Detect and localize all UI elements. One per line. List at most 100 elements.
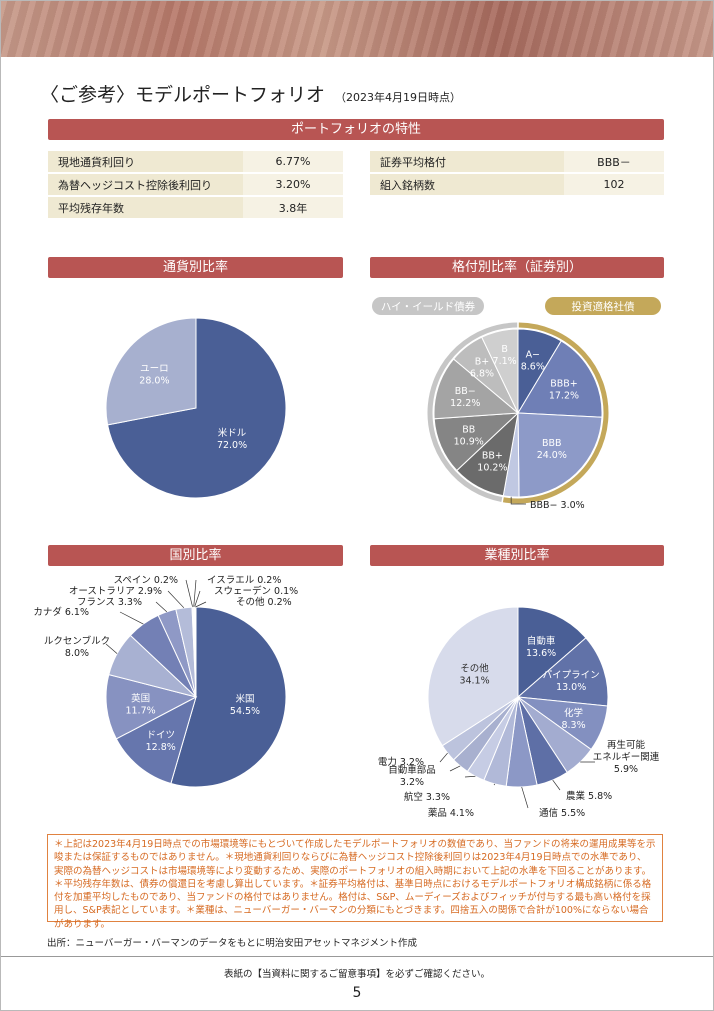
pie-leader-line [193, 579, 197, 608]
pie-leader-line [449, 765, 461, 772]
pie-slice [170, 606, 287, 788]
pie-leader-line [552, 779, 561, 791]
pie-leader-line [194, 590, 201, 608]
characteristics-table-left: 現地通貨利回り 6.77% 為替ヘッジコスト控除後利回り 3.20% 平均残存年数 3… [48, 149, 343, 220]
tag-investment-grade-label: 投資適格社債 [572, 300, 635, 313]
pie-slice [115, 696, 197, 785]
pie-slice [517, 340, 603, 418]
pie-label-category: ドイツ [146, 730, 175, 741]
pie-label: 通信 5.5% [539, 807, 585, 819]
disclaimer-note: ＊上記は2023年4月19日時点での市場環境等にもとづいて作成したモデルポートフ… [47, 834, 663, 930]
pie-label-value: 12.2% [450, 398, 480, 409]
tag-high-yield-label: ハイ・イールド債券 [381, 300, 476, 313]
table-row: 組入銘柄数 102 [370, 174, 664, 195]
pie-leader-line [167, 590, 185, 609]
table-row: 平均残存年数 3.8年 [48, 197, 343, 218]
table-row: 現地通貨利回り 6.77% [48, 151, 343, 172]
pie-slice [433, 358, 520, 420]
pie-leader-line [105, 643, 118, 654]
section-bar-country: 国別比率 [48, 545, 343, 566]
pie-label-category: 再生可能 [607, 739, 646, 751]
page-title-date: （2023年4月19日時点） [335, 91, 462, 104]
pie-label-category: BB [462, 425, 475, 436]
pie-label-value: 10.2% [477, 462, 507, 473]
pie-label-category: 自動車 [527, 635, 556, 647]
pie-leader-line [493, 783, 496, 786]
pie-label-value: 7.1% [493, 356, 517, 367]
pie-leader-line [464, 775, 476, 778]
pie-slice [105, 317, 197, 426]
pie-slice [517, 606, 587, 699]
metric-label: 為替ヘッジコスト控除後利回り [48, 174, 243, 195]
pie-leader-line [510, 496, 526, 505]
page-title: 〈ご参考〉モデルポートフォリオ （2023年4月19日時点） [40, 80, 461, 107]
pie-label-category: 自動車部品 [388, 764, 436, 776]
pie-slice [517, 412, 603, 498]
pie-label-category: 化学 [564, 707, 583, 719]
pie-slice [427, 606, 519, 747]
pie-label-category: 米ドル [218, 427, 247, 439]
section-bar-rating: 格付別比率（証券別） [370, 257, 664, 278]
pie-label-category: エネルギー関連 [593, 751, 660, 763]
pie-label-value: 11.7% [125, 705, 155, 716]
pie-slice [481, 328, 519, 414]
pie-label-category: 米国 [235, 693, 254, 705]
pie-slice [105, 674, 198, 740]
pie-label-category: BB− [455, 386, 476, 397]
pie-label-value: 72.0% [217, 440, 247, 451]
pie-label-category: A− [526, 350, 540, 361]
metric-label: 現地通貨利回り [48, 151, 243, 172]
pie-label-value: 54.5% [230, 706, 260, 717]
pie-leader-line [439, 752, 448, 763]
pie-label-value: 13.6% [526, 648, 556, 659]
metric-label: 平均残存年数 [48, 197, 243, 218]
pie-label: 農業 5.8% [566, 790, 612, 802]
pie-label: 航空 3.3% [404, 791, 450, 803]
pie-label-value: 6.8% [470, 369, 494, 380]
page-number: 5 [352, 985, 362, 1001]
pie-label: BBB− 3.0% [530, 500, 585, 511]
pie-label-value: 10.9% [454, 437, 484, 448]
pie-label: イスラエル 0.2% [207, 575, 281, 586]
pie-label: 電力 3.2% [378, 756, 424, 768]
tag-investment-grade [545, 297, 661, 315]
pie-leader-line [155, 601, 168, 613]
pie-leader-line [521, 786, 529, 809]
pie-label: フランス 3.3% [77, 597, 142, 608]
rating-ring-investment-grade [502, 322, 609, 504]
pie-label-value: 34.1% [459, 675, 489, 686]
table-row: 為替ヘッジコスト控除後利回り 3.20% [48, 174, 343, 195]
section-bar-industry: 業種別比率 [370, 545, 664, 566]
metric-value: 3.20% [243, 174, 343, 195]
pie-label: スペイン 0.2% [114, 575, 179, 586]
metric-value: 6.77% [243, 151, 343, 172]
pie-label-value: 8.3% [561, 720, 585, 731]
pie-label-category: B+ [475, 357, 489, 368]
source-credit: 出所：ニューバーガー・バーマンのデータをもとに明治安田アセットマネジメント作成 [47, 938, 418, 949]
footer-notice: 表紙の【当資料に関するご留意事項】を必ずご確認ください。 [223, 969, 490, 980]
metric-value: BBB－ [564, 151, 664, 172]
pie-label-value: 12.8% [146, 742, 176, 753]
rating-ring-high-yield [427, 322, 518, 502]
pie-label: 薬品 4.1% [428, 807, 474, 819]
pie-slice [516, 637, 609, 707]
pie-leader-line [185, 579, 193, 608]
pie-label: その他 0.2% [236, 596, 292, 608]
section-bar-characteristics: ポートフォリオの特性 [48, 119, 664, 140]
pie-label: オーストラリア 2.9% [69, 586, 162, 597]
pie-label-value: 8.0% [65, 648, 89, 659]
pie-slice [107, 317, 287, 499]
page-title-text: 〈ご参考〉モデルポートフォリオ [40, 84, 326, 106]
tag-high-yield [372, 297, 484, 315]
pie-label-value: 28.0% [139, 376, 169, 387]
pie-label-category: 英国 [131, 692, 150, 704]
pie-label-category: BB+ [482, 450, 503, 461]
pie-label-category: ルクセンブルク [44, 635, 110, 647]
pie-label-value: 5.9% [614, 764, 638, 775]
section-bar-currency: 通貨別比率 [48, 257, 343, 278]
pie-label: カナダ 6.1% [33, 606, 89, 618]
characteristics-table-right: 証券平均格付 BBB－ 組入銘柄数 102 [370, 149, 664, 197]
pie-label-category: BBB+ [550, 378, 578, 389]
pie-leader-line [119, 611, 144, 625]
